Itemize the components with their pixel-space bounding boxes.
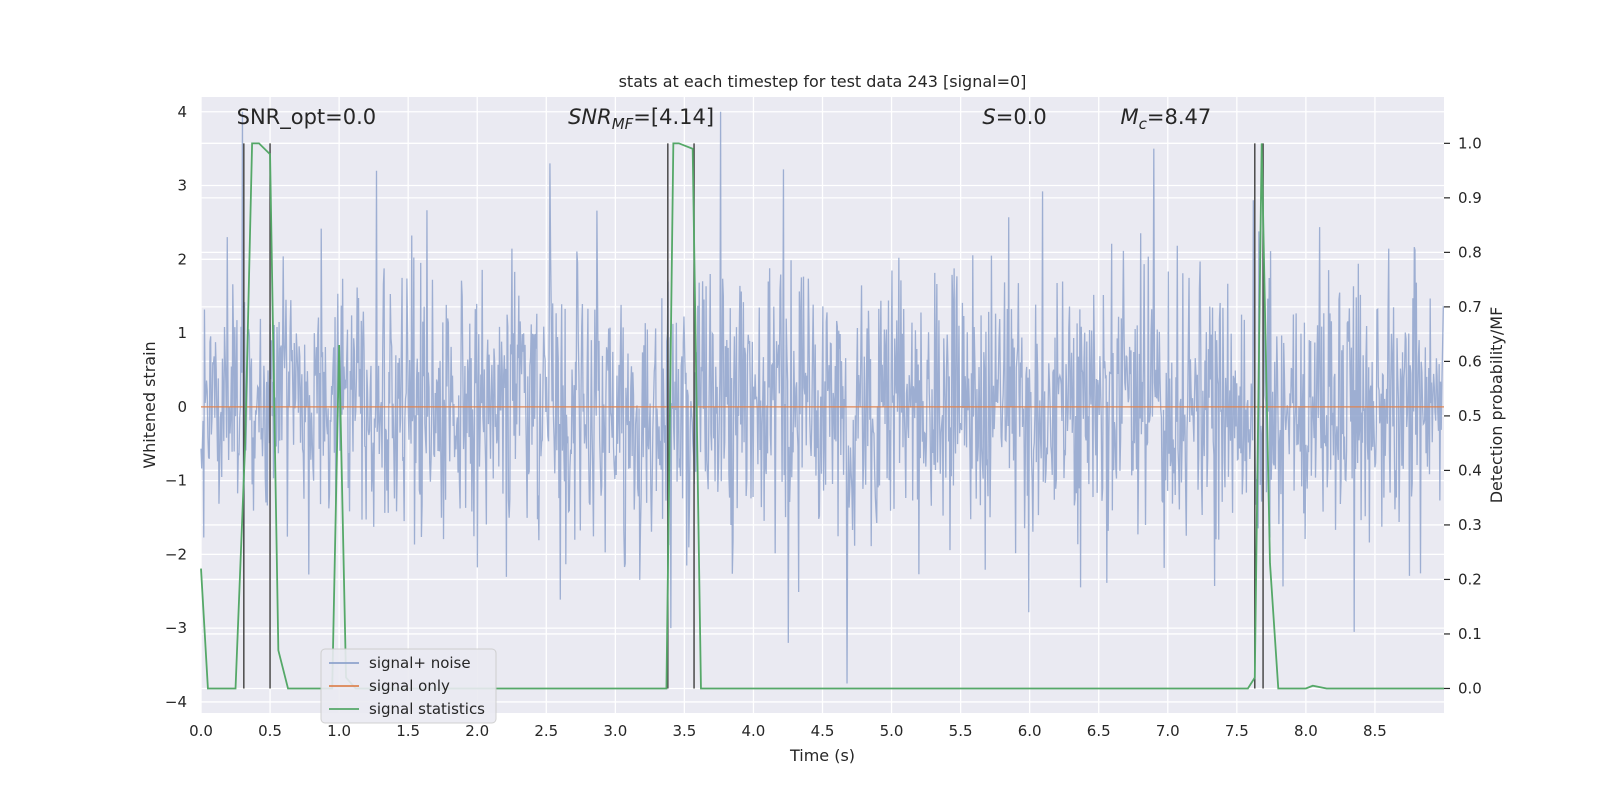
series-signal-noise <box>200 111 1445 684</box>
y-tick-label: −3 <box>165 619 187 637</box>
legend-entry-label: signal only <box>369 677 450 695</box>
y2-tick-label: 0.1 <box>1458 625 1482 643</box>
annotation-suffix: =0.0 <box>996 105 1047 129</box>
y2-tick-label: 0.7 <box>1458 298 1482 316</box>
legend-entry-label: signal statistics <box>369 700 485 718</box>
y-tick-label: 0 <box>177 398 187 416</box>
y-axis-ticks: 4 3 2 1 0 −1 −2 −3 −4 <box>165 103 187 711</box>
y-tick-label: −1 <box>165 472 187 490</box>
chart-title: stats at each timestep for test data 243… <box>619 72 1027 91</box>
y2-tick-label: 0.6 <box>1458 352 1482 370</box>
y-tick-label: 4 <box>177 103 187 121</box>
x-tick-label: 0.0 <box>189 722 213 740</box>
x-tick-label: 3.0 <box>603 722 627 740</box>
x-tick-label: 3.5 <box>672 722 696 740</box>
y-tick-label: 2 <box>177 250 187 268</box>
y2-tick-label: 0.2 <box>1458 570 1482 588</box>
x-tick-label: 1.0 <box>327 722 351 740</box>
x-tick-label: 7.5 <box>1225 722 1249 740</box>
annotation-sub: c <box>1139 115 1148 133</box>
x-tick-label: 5.5 <box>949 722 973 740</box>
x-tick-label: 2.0 <box>465 722 489 740</box>
legend-box <box>320 648 497 724</box>
annotation-sub: MF <box>612 115 634 133</box>
x-tick-label: 7.0 <box>1156 722 1180 740</box>
x-tick-label: 2.5 <box>534 722 558 740</box>
y-tick-label: −2 <box>165 545 187 563</box>
y2-tick-label: 0.4 <box>1458 461 1482 479</box>
x-tick-label: 6.0 <box>1018 722 1042 740</box>
annotation-main: SNR <box>568 105 612 129</box>
x-tick-label: 6.5 <box>1087 722 1111 740</box>
annotation-text: SNR_opt=0.0 <box>237 105 377 130</box>
annotation-suffix: =8.47 <box>1147 105 1211 129</box>
y2-tick-label: 0.3 <box>1458 516 1482 534</box>
legend: signal+ noise signal only signal statistic… <box>320 648 497 724</box>
x-axis-ticks: 0.0 0.5 1.0 1.5 2.0 2.5 3.0 3.5 4.0 4.5 5.0 5.5 6.0 6… <box>189 722 1387 740</box>
x-axis-label: Time (s) <box>789 746 855 765</box>
signal-statistics-line <box>200 142 1444 690</box>
y-axis-label: Whitened strain <box>140 341 159 468</box>
y2-tick-label: 0.0 <box>1458 679 1482 697</box>
x-tick-label: 4.0 <box>742 722 766 740</box>
y2-tick-label: 0.5 <box>1458 407 1482 425</box>
x-tick-label: 4.5 <box>811 722 835 740</box>
x-tick-label: 8.5 <box>1363 722 1387 740</box>
annotation-text: S=0.0 <box>982 105 1046 129</box>
annotation-main: M <box>1121 105 1139 129</box>
x-tick-label: 1.5 <box>396 722 420 740</box>
signal-noise-line <box>200 111 1445 684</box>
y2-axis-ticks: 1.0 0.9 0.8 0.7 0.6 0.5 0.4 0.3 0.2 0.1 0.0 <box>1444 134 1482 697</box>
y-tick-label: 1 <box>177 324 187 342</box>
x-tick-label: 5.0 <box>880 722 904 740</box>
y2-tick-label: 0.9 <box>1458 189 1482 207</box>
annotation-main: S <box>982 105 995 129</box>
y2-tick-label: 0.8 <box>1458 243 1482 261</box>
legend-entry-label: signal+ noise <box>369 654 471 672</box>
x-tick-label: 0.5 <box>258 722 282 740</box>
y-tick-label: 3 <box>177 177 187 195</box>
y2-axis-label: Detection probability/MF <box>1487 307 1506 504</box>
annotation-text: Mc=8.47 <box>1121 105 1212 133</box>
x-tick-label: 8.0 <box>1294 722 1318 740</box>
annotation-main: SNR_opt=0.0 <box>237 105 377 130</box>
annotation-suffix: =[4.14] <box>633 105 714 129</box>
annotation-text: SNRMF=[4.14] <box>568 105 714 133</box>
y2-tick-label: 1.0 <box>1458 134 1482 152</box>
y-tick-label: −4 <box>165 693 187 711</box>
annotations: SNR_opt=0.0 SNRMF=[4.14] S=0.0 Mc=8.47 <box>237 105 1212 133</box>
series-signal-statistics <box>200 142 1444 690</box>
